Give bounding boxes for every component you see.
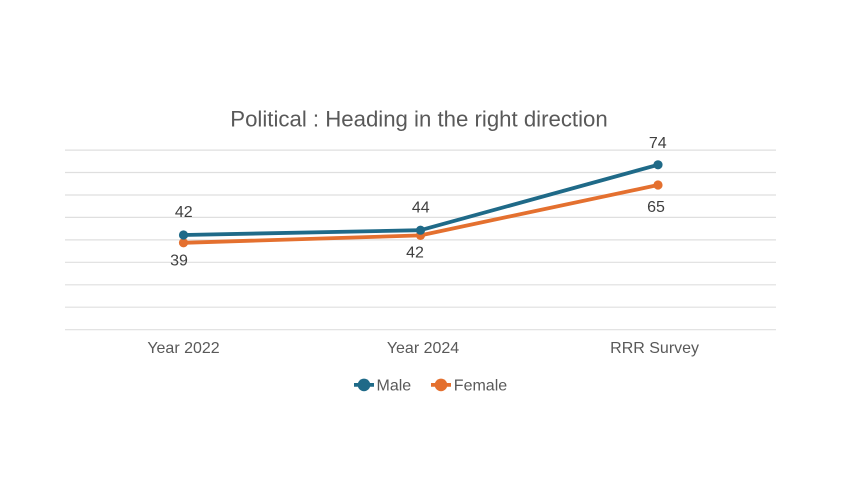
svg-text:Male: Male <box>377 378 412 395</box>
svg-text:65: 65 <box>647 199 665 216</box>
svg-text:42: 42 <box>406 244 424 261</box>
svg-text:RRR Survey: RRR Survey <box>610 340 699 357</box>
svg-text:39: 39 <box>170 253 188 270</box>
svg-text:Year 2022: Year 2022 <box>147 340 219 357</box>
svg-text:42: 42 <box>175 204 193 221</box>
svg-text:Political : Heading in the rig: Political : Heading in the right directi… <box>230 107 607 132</box>
svg-text:74: 74 <box>649 135 667 152</box>
svg-text:Year 2024: Year 2024 <box>387 340 459 357</box>
svg-text:Female: Female <box>454 378 507 395</box>
svg-text:44: 44 <box>412 200 430 217</box>
